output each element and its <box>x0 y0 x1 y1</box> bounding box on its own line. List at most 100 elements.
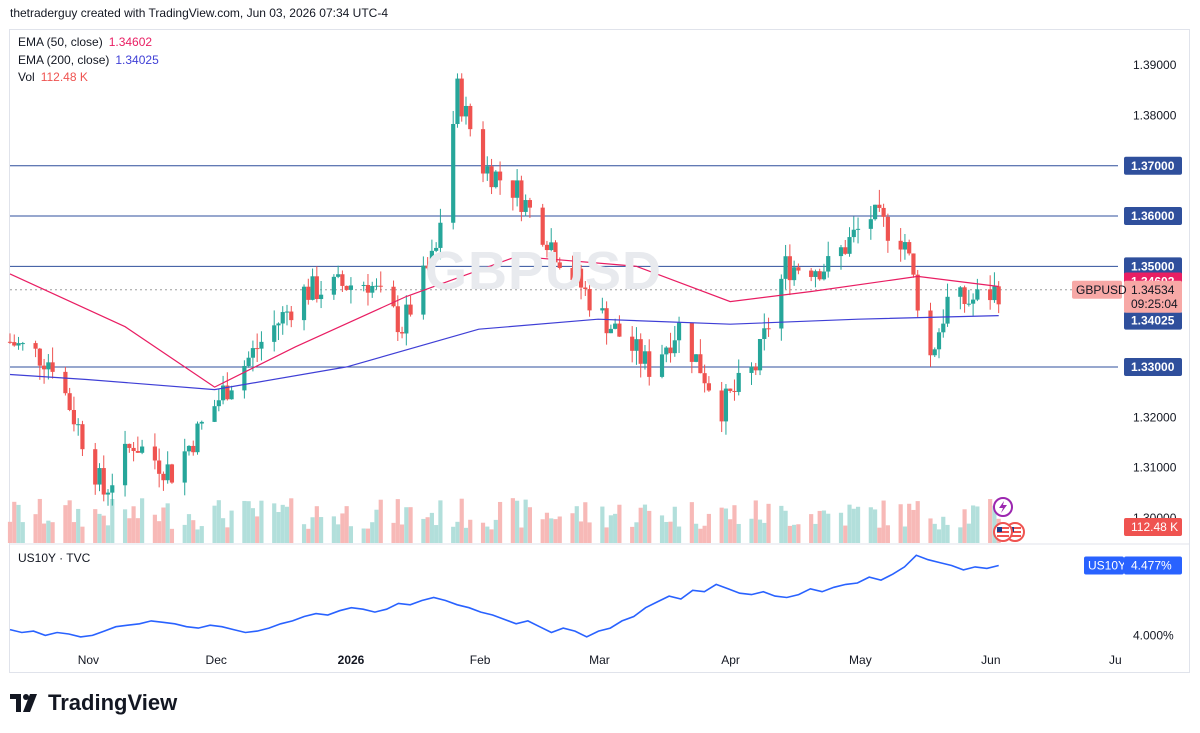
volume-bar <box>647 510 652 543</box>
candle-body <box>378 285 383 287</box>
us-flag-icon-2[interactable] <box>993 522 1013 542</box>
candle-body <box>63 371 68 394</box>
candle-body <box>434 247 439 251</box>
candle-body <box>7 341 13 343</box>
legend-volume[interactable]: Vol 112.48 K <box>18 68 88 86</box>
volume-bar <box>885 525 890 543</box>
lightning-icon[interactable] <box>993 497 1013 517</box>
candle-body <box>280 312 285 324</box>
legend-ema200[interactable]: EMA (200, close) 1.34025 <box>18 51 159 69</box>
candle-body <box>676 322 682 341</box>
candle-body <box>186 445 192 452</box>
volume-bar <box>971 505 976 543</box>
volume-bar <box>391 522 396 543</box>
us10y-value-label: 4.477% <box>1131 558 1172 572</box>
candle-body <box>272 325 277 342</box>
volume-bar <box>945 524 950 543</box>
volume-bar <box>787 525 792 543</box>
candle-body <box>246 357 251 366</box>
candle-body <box>344 285 349 290</box>
volume-bar <box>131 506 136 543</box>
candle-body <box>855 228 861 230</box>
volume-bar <box>310 517 315 543</box>
volume-bar <box>668 521 673 543</box>
volume-bar <box>932 523 937 543</box>
candle-body <box>459 78 464 117</box>
candle-body <box>259 341 264 349</box>
volume-bar <box>157 521 162 543</box>
volume-bar <box>877 527 882 543</box>
volume-bar <box>613 513 618 543</box>
volume-bar <box>698 528 703 543</box>
candle-body <box>365 284 371 293</box>
candle-body <box>319 294 324 300</box>
time-tick-label: Nov <box>78 653 99 667</box>
level-label-137-bg <box>1124 156 1182 175</box>
us10y-value-bg <box>1124 556 1182 575</box>
candle-body <box>336 274 341 277</box>
volume-bar <box>578 521 584 543</box>
countdown-label: 09:25:04 <box>1131 297 1178 311</box>
candle-body <box>169 464 175 483</box>
volume-bar <box>634 522 639 543</box>
candle-body <box>42 365 47 370</box>
volume-bar <box>365 528 371 543</box>
candle-body <box>220 385 226 401</box>
candle-body <box>936 332 942 350</box>
candle-body <box>71 409 77 425</box>
price-tick-label: 1.38000 <box>1133 108 1177 122</box>
tradingview-logo-icon <box>10 694 37 712</box>
volume-bar <box>676 526 682 543</box>
candle-body <box>578 268 584 288</box>
candle-body <box>809 270 814 277</box>
vol-value: 112.48 K <box>40 70 88 84</box>
price-tick-label: 1.32000 <box>1133 410 1177 424</box>
ema200-label: EMA (200, close) <box>18 53 110 67</box>
candle-body <box>191 445 196 453</box>
candle-body <box>787 256 792 281</box>
candle-body <box>689 322 694 362</box>
price-tick-label: 1.31000 <box>1133 461 1177 475</box>
volume-bar <box>519 527 524 543</box>
volume-bar <box>272 503 277 543</box>
candle-body <box>549 242 554 251</box>
candle-body <box>199 421 204 424</box>
candle-body <box>348 285 354 290</box>
candle-body <box>12 342 17 346</box>
candle-body <box>429 250 434 269</box>
volume-bar <box>821 510 827 543</box>
ema-lines <box>9 255 999 391</box>
candle-body <box>792 267 797 281</box>
candle-body <box>996 286 1001 305</box>
volume-bar <box>975 506 980 543</box>
us10y-pane-title[interactable]: US10Y · TVC <box>18 551 91 565</box>
price-tick-label: 1.39000 <box>1133 58 1177 72</box>
legend-ema50[interactable]: EMA (50, close) 1.34602 <box>18 33 152 51</box>
volume-bar <box>907 503 912 543</box>
volume-bar <box>604 527 609 543</box>
us10y-tick-label: 4.000% <box>1133 628 1174 642</box>
candle-body <box>915 274 920 311</box>
volume-bar <box>152 514 157 543</box>
tradingview-logo[interactable]: TradingView <box>10 690 177 716</box>
candle-body <box>821 271 827 280</box>
volume-bar <box>37 498 42 543</box>
candle-body <box>723 388 729 422</box>
candle-body <box>749 366 754 373</box>
candle-body <box>941 323 946 333</box>
time-tick-label: May <box>849 653 872 667</box>
candle-body <box>898 240 903 250</box>
volume-bar <box>301 524 307 543</box>
candle-body <box>127 443 132 448</box>
volume-bar <box>480 522 486 543</box>
price-axis: 1.39000 1.38000 1.37000 1.36000 1.35000 1.340… <box>9 58 1190 545</box>
candle-body <box>971 299 976 304</box>
candle-body <box>157 460 162 474</box>
volume-bar <box>873 509 878 543</box>
candle-body <box>395 306 400 333</box>
volume-bar <box>429 512 434 543</box>
candle-body <box>404 304 409 334</box>
candle-body <box>463 105 469 117</box>
volume-bar <box>762 522 767 543</box>
